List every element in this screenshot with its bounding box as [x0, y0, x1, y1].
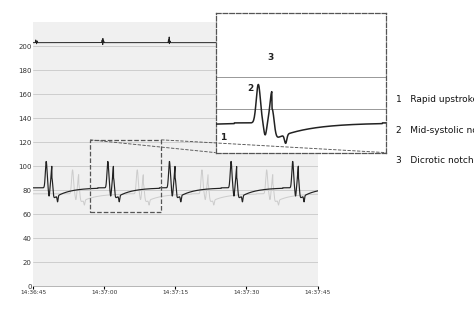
Text: 3   Dicrotic notch: 3 Dicrotic notch [396, 156, 474, 165]
Text: 2   Mid-systolic notch: 2 Mid-systolic notch [396, 126, 474, 135]
Text: 1   Rapid upstroke: 1 Rapid upstroke [396, 95, 474, 104]
Text: 3: 3 [267, 53, 273, 62]
Text: 2: 2 [247, 84, 254, 93]
Bar [90, 140, 161, 212]
Text: 1: 1 [220, 133, 227, 142]
